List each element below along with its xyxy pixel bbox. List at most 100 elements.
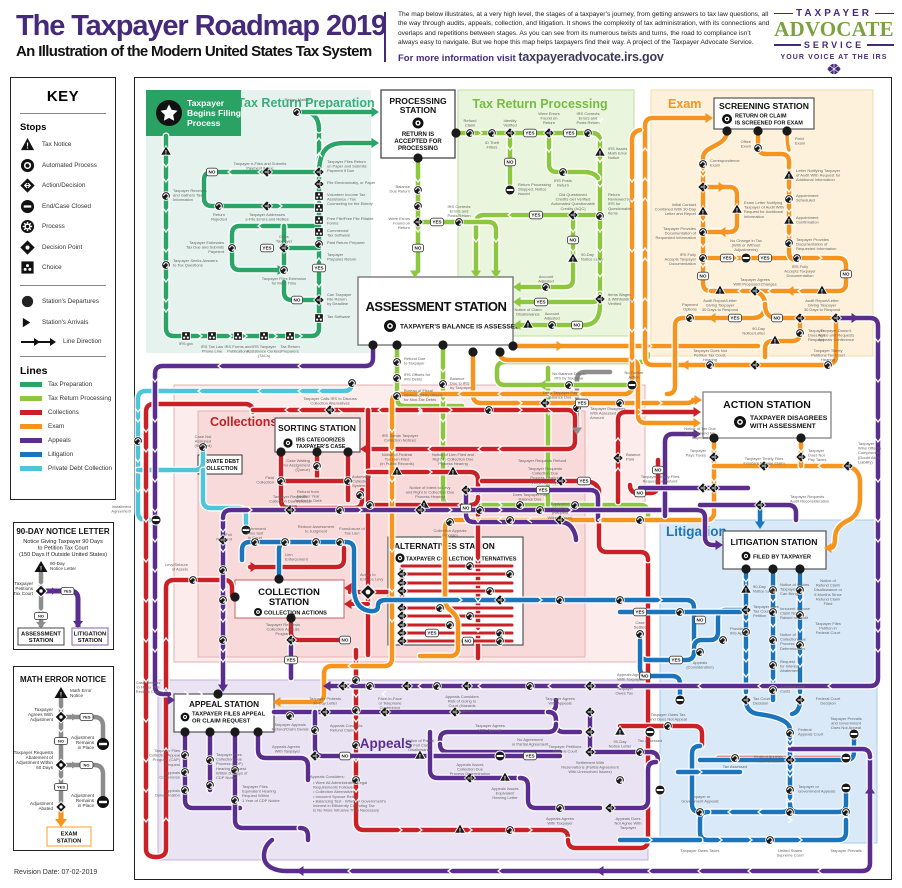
svg-text:Collection Due: Collection Due (216, 757, 243, 762)
svg-text:YES: YES (432, 220, 441, 225)
svg-text:Taxpayer Requests: Taxpayer Requests (266, 622, 300, 627)
svg-text:Questionable: Questionable (608, 206, 632, 211)
svg-text:Scheduled: Scheduled (796, 198, 815, 203)
svg-text:CDP Notice: CDP Notice (216, 775, 238, 780)
svg-text:NO: NO (570, 238, 577, 243)
svg-text:STATION: STATION (78, 638, 103, 644)
svg-text:Taxpayer Agrees: Taxpayer Agrees (475, 723, 505, 728)
svg-text:IRS Tax Law: IRS Tax Law (201, 344, 223, 349)
svg-text:IS SCREENED FOR EXAM: IS SCREENED FOR EXAM (735, 121, 803, 127)
svg-text:NO: NO (463, 506, 470, 511)
svg-text:for Interest: for Interest (780, 664, 800, 669)
svg-text:(Doubt As to: (Doubt As to (858, 455, 881, 460)
svg-text:Letter: Letter (465, 776, 476, 781)
svg-text:Confirmation: Confirmation (796, 220, 819, 225)
svg-text:Enforce Levy: Enforce Levy (360, 577, 383, 582)
svg-text:Remains: Remains (76, 798, 95, 803)
svg-text:Taxpayer Files Return: Taxpayer Files Return (327, 159, 366, 164)
svg-text:Claim Not: Claim Not (780, 611, 798, 616)
svg-text:and Does Not Appeal: and Does Not Appeal (649, 717, 687, 722)
svg-text:Collection Appeals: Collection Appeals (267, 627, 300, 632)
svg-text:YES: YES (730, 316, 739, 321)
svg-text:EXAM: EXAM (61, 832, 78, 838)
svg-text:Settled: Settled (634, 625, 646, 630)
svg-text:Wins Offer in: Wins Offer in (858, 446, 881, 451)
svg-text:IRS Fully: IRS Fully (792, 264, 808, 269)
svg-text:Tax Due and Submits: Tax Due and Submits (186, 245, 224, 250)
svg-text:Agrees With: Agrees With (28, 712, 53, 717)
svg-text:Process: Process (780, 641, 794, 646)
svg-text:IRS Appeal: IRS Appeal (730, 631, 750, 636)
svg-text:SCREENING STATION: SCREENING STATION (719, 101, 809, 111)
svg-text:IRS.gov: IRS.gov (179, 341, 193, 346)
svg-text:Notice of Claim: Notice of Claim (514, 307, 542, 312)
svg-text:for More Time: for More Time (272, 281, 297, 286)
svg-text:Not Agree With: Not Agree With (615, 821, 642, 826)
svg-text:IRS Fully: IRS Fully (680, 252, 696, 257)
svg-text:YES: YES (262, 246, 271, 251)
svg-text:Documentation: Documentation (669, 261, 696, 266)
svg-text:Assistance Centers: Assistance Centers (247, 349, 281, 354)
svg-text:Taxpayer Provides: Taxpayer Provides (663, 226, 696, 231)
svg-text:for Assignment: for Assignment (284, 463, 311, 468)
svg-text:WITH ASSESSMENT: WITH ASSESSMENT (750, 423, 817, 430)
svg-text:Return Processing: Return Processing (518, 182, 551, 187)
svg-text:Appeals Agree: Appeals Agree (617, 672, 644, 677)
svg-text:Account: Account (539, 274, 554, 279)
svg-text:NO: NO (642, 674, 649, 679)
svg-text:Hearing: Hearing (553, 506, 567, 511)
svg-text:Tax Return Processing: Tax Return Processing (472, 97, 607, 111)
svg-text:Pay Taxes: Pay Taxes (808, 457, 826, 462)
svg-text:Appeals Conducts: Appeals Conducts (330, 723, 362, 728)
svg-text:NO: NO (209, 170, 216, 175)
svg-text:Collection Appeal: Collection Appeal (149, 753, 180, 758)
svg-text:Collection Due: Collection Due (780, 637, 807, 642)
svg-text:Claim: Claim (465, 123, 476, 128)
svg-text:IRS CATEGORIZES: IRS CATEGORIZES (296, 438, 345, 444)
svg-text:Balance Due: Balance Due (549, 395, 573, 400)
svg-text:COLLECTION: COLLECTION (202, 466, 237, 472)
svg-text:Does Not Appeal: Does Not Appeal (831, 725, 861, 730)
svg-text:Notice of: Notice of (820, 578, 837, 583)
svg-text:Return Mailed: Return Mailed (285, 97, 310, 102)
svg-text:Balance: Balance (450, 376, 465, 381)
svg-text:Paid Return Preparer: Paid Return Preparer (327, 240, 365, 245)
svg-text:Taxpayer Seeks Answers: Taxpayer Seeks Answers (173, 258, 218, 263)
svg-text:NO: NO (507, 160, 514, 165)
svg-text:!: ! (572, 257, 574, 264)
svg-text:Request for Additional: Request for Additional (744, 209, 783, 214)
svg-text:Notice Letter: Notice Letter (609, 744, 632, 749)
svg-text:YES: YES (82, 715, 90, 720)
svg-text:Petition: Petition (753, 613, 766, 618)
svg-text:Paid: Paid (626, 457, 634, 462)
svg-text:Taxpayer: Taxpayer (620, 825, 637, 830)
svg-text:Program: Program (442, 533, 458, 538)
svg-text:Provides: Provides (730, 626, 746, 631)
svg-text:With Proposed Changes: With Proposed Changes (733, 282, 776, 287)
svg-text:Disallowance: Disallowance (408, 747, 432, 752)
svg-text:!: ! (821, 289, 823, 296)
svg-text:YES: YES (63, 589, 71, 594)
svg-text:!: ! (527, 323, 529, 330)
svg-text:File Return: File Return (327, 297, 347, 302)
svg-text:• Were All Administrative/Lega: • Were All Administrative/Legal (313, 780, 367, 785)
svg-text:SORTING STATION: SORTING STATION (278, 423, 356, 433)
svg-text:Hearing: Hearing (821, 357, 835, 362)
svg-text:Issued: Issued (518, 191, 530, 196)
svg-text:Equivalent Hearing: Equivalent Hearing (242, 789, 276, 794)
svg-text:Revisits Case: Revisits Case (136, 689, 161, 694)
svg-text:Adjustment Within: Adjustment Within (16, 760, 53, 765)
svg-text:NO: NO (774, 316, 781, 321)
svg-text:!: ! (452, 470, 454, 477)
svg-text:!: ! (599, 151, 601, 158)
svg-text:30 Days to Respond: 30 Days to Respond (804, 307, 840, 312)
svg-text:in Place: in Place (78, 803, 95, 808)
svg-text:90-Day: 90-Day (50, 561, 66, 566)
svg-text:Raised on Audit: Raised on Audit (780, 615, 809, 620)
svg-text:(TACs): (TACs) (258, 353, 271, 358)
svg-text:Taxpayer Files Extension: Taxpayer Files Extension (262, 276, 306, 281)
svg-text:NO: NO (58, 739, 64, 744)
svg-text:Appointment: Appointment (796, 215, 819, 220)
svg-text:Process Hearing: Process Hearing (438, 461, 468, 466)
svg-text:NO: NO (843, 272, 850, 277)
